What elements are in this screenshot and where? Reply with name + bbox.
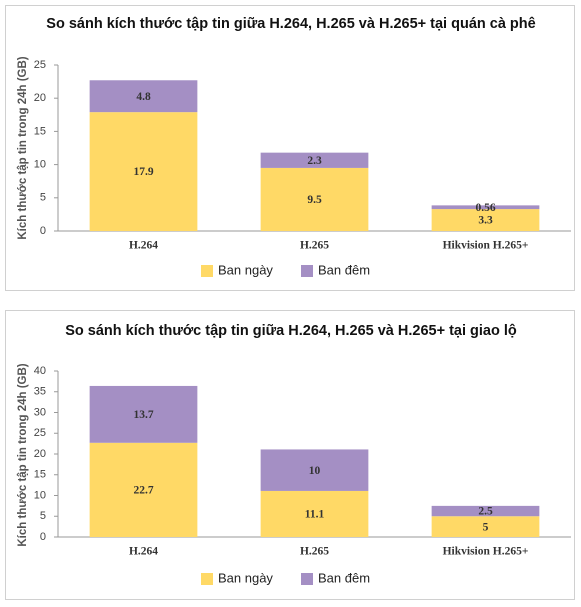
bar-segment xyxy=(89,80,198,113)
x-tick-label: H.265 xyxy=(300,546,329,558)
data-label: 4.8 xyxy=(136,91,151,103)
legend-swatch xyxy=(301,573,313,585)
bar-segment xyxy=(431,505,540,517)
legend-swatch xyxy=(201,265,213,277)
data-label: 2.3 xyxy=(307,155,322,167)
data-label: 13.7 xyxy=(133,409,153,421)
bar-segment xyxy=(89,442,198,537)
x-tick-label: H.264 xyxy=(129,546,158,558)
bar-segment xyxy=(89,385,198,443)
y-tick-label: 15 xyxy=(34,469,46,481)
data-label: 22.7 xyxy=(133,485,153,497)
data-label: 0.56 xyxy=(475,202,495,214)
x-tick-label: Hikvision H.265+ xyxy=(443,240,529,252)
y-axis-label: Kích thước tập tin trong 24h (GB) xyxy=(17,56,29,239)
y-axis-label: Kích thước tập tin trong 24h (GB) xyxy=(17,363,29,546)
chart-title: So sánh kích thước tập tin giữa H.264, H… xyxy=(46,16,535,32)
data-label: 3.3 xyxy=(478,215,493,227)
legend-swatch xyxy=(301,265,313,277)
y-tick-label: 0 xyxy=(40,225,46,237)
bar-segment xyxy=(431,209,540,231)
bar-segment xyxy=(431,205,540,210)
data-label: 5 xyxy=(483,521,489,533)
legend-swatch xyxy=(201,573,213,585)
legend-label: Ban ngày xyxy=(218,262,273,277)
data-label: 9.5 xyxy=(307,194,322,206)
y-tick-label: 0 xyxy=(40,531,46,543)
x-tick-label: H.265 xyxy=(300,240,329,252)
y-tick-label: 35 xyxy=(34,386,46,398)
y-tick-label: 5 xyxy=(40,510,46,522)
y-tick-label: 15 xyxy=(34,125,46,137)
legend-label: Ban đêm xyxy=(318,262,370,277)
legend-label: Ban đêm xyxy=(318,570,370,585)
y-tick-label: 20 xyxy=(34,92,46,104)
y-tick-label: 25 xyxy=(34,427,46,439)
chart-panel: So sánh kích thước tập tin giữa H.264, H… xyxy=(5,5,575,291)
bar-segment xyxy=(260,152,369,168)
y-tick-label: 40 xyxy=(34,365,46,377)
y-tick-label: 5 xyxy=(40,192,46,204)
bar-segment xyxy=(89,112,198,231)
bar-segment xyxy=(260,490,369,537)
data-label: 10 xyxy=(309,465,321,477)
bar-segment xyxy=(260,449,369,491)
bar-segment xyxy=(431,516,540,537)
data-label: 17.9 xyxy=(133,166,153,178)
chart-title: So sánh kích thước tập tin giữa H.264, H… xyxy=(65,323,517,339)
chart-panel: So sánh kích thước tập tin giữa H.264, H… xyxy=(5,310,575,600)
bar-segment xyxy=(260,167,369,231)
y-tick-label: 25 xyxy=(34,59,46,71)
y-tick-label: 10 xyxy=(34,159,46,171)
y-tick-label: 20 xyxy=(34,448,46,460)
data-label: 11.1 xyxy=(305,509,325,521)
x-tick-label: H.264 xyxy=(129,240,158,252)
y-tick-label: 10 xyxy=(34,489,46,501)
y-tick-label: 30 xyxy=(34,406,46,418)
legend-label: Ban ngày xyxy=(218,570,273,585)
data-label: 2.5 xyxy=(478,506,493,518)
x-tick-label: Hikvision H.265+ xyxy=(443,546,529,558)
